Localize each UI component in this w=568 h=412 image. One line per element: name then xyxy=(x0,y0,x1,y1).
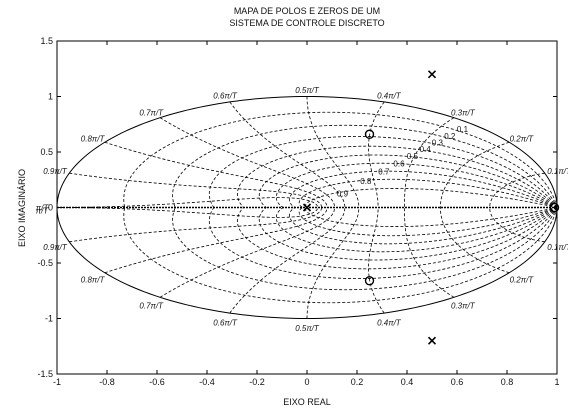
zeta-curve-upper xyxy=(298,178,558,208)
wn-curve-lower xyxy=(368,207,385,314)
zero-marker xyxy=(364,129,375,139)
x-tick-label: -0.2 xyxy=(249,377,265,387)
zeta-curve-lower xyxy=(208,207,558,279)
zeta-curve-lower xyxy=(275,207,558,253)
zeta-curve-upper xyxy=(236,145,558,208)
x-tick-label: 0.4 xyxy=(401,377,414,387)
wn-label-lower: 0.2π/T xyxy=(510,276,535,285)
x-axis-label: EIXO REAL xyxy=(283,397,331,407)
zeta-curve-upper xyxy=(208,136,558,208)
zero-marker xyxy=(549,202,560,213)
x-tick-label: -0.6 xyxy=(149,377,165,387)
wn-curve-lower xyxy=(104,207,328,274)
pole-zero-marks xyxy=(302,70,560,345)
wn-curve-lower xyxy=(306,207,360,319)
x-tick-label: -0.4 xyxy=(199,377,215,387)
zeta-label: 0.3 xyxy=(432,139,444,148)
wn-label-upper: 0.2π/T xyxy=(510,134,535,143)
wn-curve-lower xyxy=(69,207,323,243)
wn-label-upper: 0.8π/T xyxy=(81,134,106,143)
wn-curve-lower xyxy=(404,207,455,298)
wn-label-upper: 0.5π/T xyxy=(295,86,320,95)
wn-label-lower: 0.4π/T xyxy=(377,318,402,327)
zeta-curve-lower xyxy=(298,207,558,237)
wn-curve-lower xyxy=(439,207,510,274)
wn-curve-upper xyxy=(229,101,346,208)
damping-frequency-grid: 0.10.20.30.40.50.60.70.80.90.1π/T0.1π/T0… xyxy=(36,86,568,333)
zeta-label: 0.2 xyxy=(444,132,456,141)
wn-curve-upper xyxy=(104,141,328,208)
wn-label-lower: π/T xyxy=(36,207,50,216)
wn-curve-upper xyxy=(159,117,336,208)
zeta-label: 0.7 xyxy=(378,167,390,176)
zeta-curve-lower xyxy=(258,207,558,261)
x-tick-label: 0.8 xyxy=(501,377,514,387)
zeta-curve-lower xyxy=(123,207,558,304)
zeta-curve-upper xyxy=(304,188,558,208)
zero-marker xyxy=(364,276,375,286)
wn-label-upper: 0.1π/T xyxy=(547,167,568,176)
x-tick-label: 0.6 xyxy=(451,377,464,387)
wn-curve-upper xyxy=(368,101,385,208)
zeta-curve-lower xyxy=(304,207,558,227)
wn-label-upper: 0.3π/T xyxy=(451,108,476,117)
zeta-label: 0.9 xyxy=(337,190,349,199)
wn-curve-upper xyxy=(56,197,319,208)
wn-label-upper: 0.7π/T xyxy=(139,108,164,117)
y-tick-label: 1.5 xyxy=(40,36,53,46)
x-tick-label: -0.8 xyxy=(99,377,115,387)
wn-label-lower: 0.7π/T xyxy=(139,302,164,311)
wn-curve-lower xyxy=(229,207,346,314)
y-tick-label: 0 xyxy=(48,203,53,213)
zeta-label: 0.6 xyxy=(393,159,405,168)
wn-label-lower: 0.3π/T xyxy=(451,302,476,311)
zeta-curve-lower xyxy=(172,207,558,291)
pole-marker xyxy=(302,203,312,212)
wn-curve-upper xyxy=(439,141,510,208)
wn-curve-upper xyxy=(69,172,323,208)
wn-label-upper: 0.4π/T xyxy=(377,92,402,101)
wn-curve-upper xyxy=(489,172,545,208)
chart-title-line1: MAPA DE POLOS E ZEROS DE UM xyxy=(234,6,380,16)
y-tick-label: 1 xyxy=(48,92,53,102)
wn-label-lower: 0.5π/T xyxy=(295,324,320,333)
wn-curve-lower xyxy=(56,207,319,218)
y-tick-label: -0.5 xyxy=(37,258,53,268)
x-tick-label: 0 xyxy=(304,377,309,387)
x-tick-label: -1 xyxy=(53,377,61,387)
pole-marker xyxy=(427,336,437,345)
zeta-label: 0.5 xyxy=(407,152,419,161)
y-tick-label: -1.5 xyxy=(37,369,53,379)
y-tick-label: -1 xyxy=(45,314,53,324)
wn-label-upper: 0.6π/T xyxy=(213,92,238,101)
zeta-curve-upper xyxy=(172,124,558,208)
wn-curve-upper xyxy=(404,117,455,208)
wn-label-lower: 0.1π/T xyxy=(547,243,568,252)
x-tick-label: 0.2 xyxy=(351,377,364,387)
zeta-curve-upper xyxy=(123,111,558,208)
pole-marker xyxy=(427,70,437,79)
axis-ticks: -1 -0.8 -0.6 -0.4 -0.2 0 0.2 0.4 0.6 0.8 1-1.5-1-0… xyxy=(37,36,559,387)
wn-label-upper: 0.9π/T xyxy=(43,167,68,176)
wn-label-lower: 0.9π/T xyxy=(43,243,68,252)
wn-label-upper: π/T xyxy=(36,204,50,213)
y-axis-label: EIXO IMAGINÁRIO xyxy=(17,169,27,247)
wn-label-lower: 0.8π/T xyxy=(81,276,106,285)
zeta-curve-upper xyxy=(275,162,558,208)
zeta-label: 0.1 xyxy=(457,125,469,134)
zeta-curve-upper xyxy=(258,154,558,208)
x-tick-label: 1 xyxy=(554,377,559,387)
zeta-label: 0.4 xyxy=(420,145,432,154)
zeta-curve-lower xyxy=(236,207,558,270)
wn-label-lower: 0.6π/T xyxy=(213,318,238,327)
wn-curve-upper xyxy=(306,96,360,208)
wn-curve-lower xyxy=(159,207,336,298)
chart-title-line2: SISTEMA DE CONTROLE DISCRETO xyxy=(229,18,384,28)
y-tick-label: 0.5 xyxy=(40,147,53,157)
wn-curve-lower xyxy=(489,207,545,243)
zeta-label: 0.8 xyxy=(360,177,372,186)
